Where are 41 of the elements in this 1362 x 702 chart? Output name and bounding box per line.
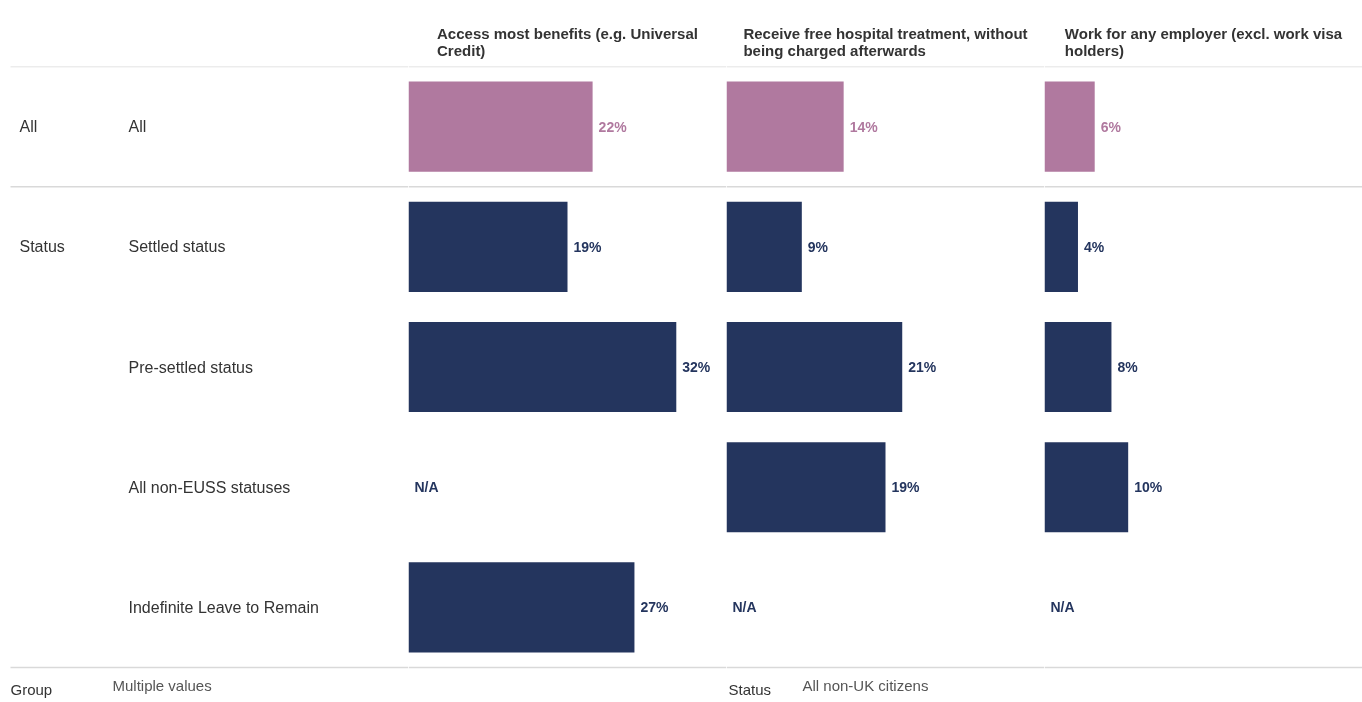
data-label: 19% <box>573 238 603 255</box>
y-tick-label: Pre-settled status <box>128 358 253 376</box>
bar <box>408 201 568 292</box>
bar <box>1044 81 1095 172</box>
data-label: 9% <box>807 238 829 255</box>
text: N/A <box>732 599 757 616</box>
text: Status <box>728 681 772 698</box>
text: Multiple values <box>112 677 212 694</box>
text: All <box>19 118 38 136</box>
text: All non-UK citizens <box>802 677 929 694</box>
bar <box>726 81 844 172</box>
data-label: 19% <box>891 479 921 496</box>
bar <box>726 442 886 533</box>
data-label: 10% <box>1134 479 1163 496</box>
data-label: 8% <box>1117 359 1139 375</box>
y-tick-label: Settled status <box>128 238 226 256</box>
bar <box>1044 442 1129 533</box>
data-label: 22% <box>598 118 628 135</box>
text: N/A <box>1050 599 1075 616</box>
bar <box>408 321 677 413</box>
y-tick-label: Indefinite Leave to Remain <box>128 598 319 616</box>
bar <box>408 81 593 172</box>
bar <box>1044 201 1078 292</box>
text: Status <box>19 238 65 256</box>
y-tick-label: All <box>128 118 147 136</box>
chart-title: Work for any employer (excl. work visa holders) <box>1064 24 1343 59</box>
bar <box>726 201 802 292</box>
bar <box>726 321 903 413</box>
data-label: 27% <box>640 599 670 616</box>
chart-title: Access most benefits (e.g. Universal Credit) <box>437 24 698 59</box>
data-label: 6% <box>1100 118 1122 135</box>
bar <box>1044 321 1112 413</box>
data-label: 21% <box>908 359 937 375</box>
y-tick-label: All non-EUSS statuses <box>128 478 291 496</box>
data-label: 14% <box>849 118 879 135</box>
data-label: 4% <box>1083 238 1105 255</box>
chart-title: Receive free hospital treatment, without being charged afterwards <box>743 24 1028 59</box>
bar <box>408 562 635 653</box>
text: N/A <box>414 479 439 496</box>
data-label: 32% <box>682 359 711 375</box>
text: Group <box>10 681 53 698</box>
